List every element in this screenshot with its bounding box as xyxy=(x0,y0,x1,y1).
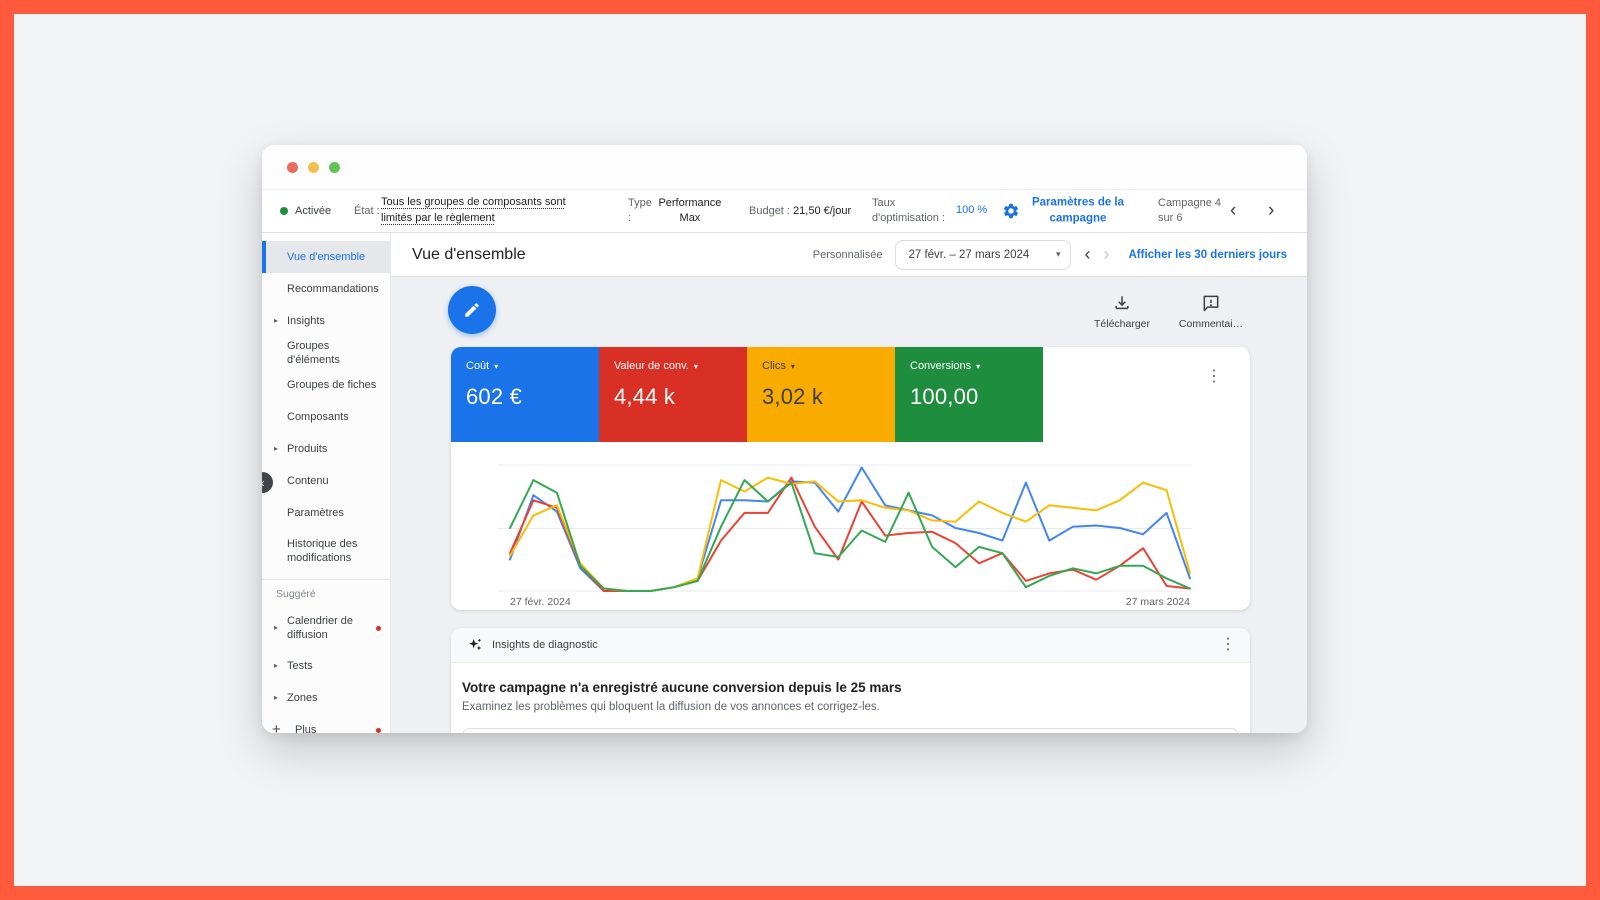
download-button[interactable]: Télécharger xyxy=(1077,293,1167,330)
caret-right-icon: ▸ xyxy=(274,443,279,453)
comment-icon xyxy=(1203,295,1219,312)
sidebar-item-historique[interactable]: Historique des modifications xyxy=(287,537,358,564)
chevron-left-icon: ‹ xyxy=(262,476,265,490)
sidebar-item-insights[interactable]: ▸ Insights xyxy=(274,314,325,327)
insight-title: Votre campagne n'a enregistré aucune con… xyxy=(462,680,902,695)
metric-value: 602 € xyxy=(466,384,523,409)
page-title: Vue d'ensemble xyxy=(412,245,526,263)
main-content: Télécharger Commentai… Coût ▾ 602 € Valeu… xyxy=(391,277,1307,733)
chevron-down-icon: ▾ xyxy=(693,361,698,371)
pencil-icon xyxy=(465,303,479,317)
sidebar-item-produits[interactable]: ▸ Produits xyxy=(274,442,328,455)
etat-value-link[interactable]: Tous les groupes de composants sont limi… xyxy=(381,196,566,224)
metric-card-conversions[interactable]: Conversions ▾ 100,00 xyxy=(895,347,1043,442)
kebab-menu-icon[interactable]: ⋮ xyxy=(1206,368,1222,385)
sidebar-item-zones[interactable]: ▸ Zones xyxy=(274,691,318,704)
page-header: Vue d'ensemble Personnalisée 27 févr. – … xyxy=(391,233,1307,277)
metric-value: 100,00 xyxy=(910,384,979,409)
browser-window: Activée État : Tous les groupes de compo… xyxy=(262,145,1307,733)
gear-icon[interactable] xyxy=(1002,202,1020,220)
metric-card-valeur-conv[interactable]: Valeur de conv. ▾ 4,44 k xyxy=(599,347,747,442)
metric-card-clics[interactable]: Clics ▾ 3,02 k xyxy=(747,347,895,442)
caret-right-icon: ▸ xyxy=(274,622,279,632)
metric-value: 3,02 k xyxy=(762,384,824,409)
optimization-score: Taux d'optimisation : 100 % xyxy=(872,196,987,226)
date-range-selector[interactable]: 27 févr. – 27 mars 2024 ▾ xyxy=(895,239,1072,270)
insights-card-header: Insights de diagnostic ⋮ xyxy=(451,628,1250,663)
optimization-value[interactable]: 100 % xyxy=(956,204,988,217)
chevron-down-icon: ▾ xyxy=(1055,249,1061,259)
chevron-down-icon: ▾ xyxy=(790,361,795,371)
campaign-settings-link[interactable]: Paramètres de la campagne xyxy=(1031,196,1125,224)
sparkle-icon xyxy=(469,639,482,651)
caret-right-icon: ▸ xyxy=(274,660,279,670)
comment-button[interactable]: Commentai… xyxy=(1166,293,1256,330)
campaign-status: Activée xyxy=(280,205,331,217)
sidebar-item-plus[interactable]: + Plus xyxy=(262,714,390,733)
campaign-pager-text: Campagne 4 sur 6 xyxy=(1158,197,1221,224)
previous-date-range-button[interactable]: ‹ xyxy=(1084,244,1091,264)
sidebar-item-recommandations[interactable]: Recommandations xyxy=(287,282,379,295)
download-label: Télécharger xyxy=(1093,318,1151,330)
date-range-value: 27 févr. – 27 mars 2024 xyxy=(908,248,1030,261)
sidebar-item-composants[interactable]: Composants xyxy=(287,410,349,423)
sidebar-item-parametres[interactable]: Paramètres xyxy=(287,506,344,519)
diagnostic-insights-card: Insights de diagnostic ⋮ Votre campagne … xyxy=(451,628,1250,733)
insight-detail-box[interactable] xyxy=(462,728,1239,733)
show-last-30-days-link[interactable]: Afficher les 30 derniers jours xyxy=(1128,248,1287,261)
previous-campaign-button[interactable]: ‹ xyxy=(1230,200,1237,221)
chevron-down-icon: ▾ xyxy=(494,361,499,371)
sidebar-item-contenu[interactable]: Contenu xyxy=(287,474,329,487)
next-date-range-button[interactable]: › xyxy=(1103,244,1110,264)
chevron-down-icon: ▾ xyxy=(976,361,981,371)
date-range-mode-label: Personnalisée xyxy=(812,248,883,261)
type-value: Performance Max xyxy=(658,197,722,224)
performance-line-chart: 27 févr. 2024 27 mars 2024 xyxy=(451,442,1250,610)
notification-dot xyxy=(376,727,381,733)
sidebar-item-tests[interactable]: ▸ Tests xyxy=(274,659,313,672)
overview-chart-card: Coût ▾ 602 € Valeur de conv. ▾ 4,44 k Clic… xyxy=(451,347,1250,610)
svg-text:27 mars 2024: 27 mars 2024 xyxy=(1126,596,1190,608)
collapse-sidebar-button[interactable]: ‹ xyxy=(262,472,273,493)
enabled-status-icon xyxy=(280,207,288,215)
etat-label: État : xyxy=(354,205,380,217)
sidebar-section-suggere: Suggéré xyxy=(276,588,316,600)
type-label: Type : xyxy=(628,197,652,224)
sidebar-item-calendrier-de-diffusion[interactable]: ▸ Calendrier de diffusion xyxy=(262,606,390,650)
insights-header-label: Insights de diagnostic xyxy=(492,639,598,651)
campaign-status-label: Activée xyxy=(295,205,332,217)
comment-label: Commentai… xyxy=(1178,318,1244,330)
download-icon xyxy=(1115,296,1129,310)
caret-right-icon: ▸ xyxy=(274,692,279,702)
budget-value: 21,50 €/jour xyxy=(793,205,852,217)
svg-text:27 févr. 2024: 27 févr. 2024 xyxy=(510,596,571,608)
campaign-type: Type : Performance Max xyxy=(628,196,723,226)
minimize-window-button[interactable] xyxy=(308,162,319,173)
navigation-sidebar: Vue d'ensemble Recommandations ▸ Insights… xyxy=(262,233,391,733)
sidebar-item-groupes-delements[interactable]: Groupes d'éléments xyxy=(287,339,340,366)
notification-dot xyxy=(376,625,381,631)
zoom-window-button[interactable] xyxy=(329,162,340,173)
budget-label: Budget : xyxy=(749,205,790,217)
edit-fab-button[interactable] xyxy=(448,286,496,334)
sidebar-divider xyxy=(262,579,390,580)
optimization-label: Taux d'optimisation : xyxy=(872,197,946,224)
close-window-button[interactable] xyxy=(287,162,298,173)
plus-icon: + xyxy=(272,721,281,733)
metric-card-cout[interactable]: Coût ▾ 602 € xyxy=(451,347,599,442)
window-titlebar xyxy=(262,145,1307,190)
metric-value: 4,44 k xyxy=(614,384,676,409)
sidebar-item-groupes-de-fiches[interactable]: Groupes de fiches xyxy=(287,378,377,391)
campaign-status-bar: Activée État : Tous les groupes de compo… xyxy=(262,190,1307,233)
campaign-budget[interactable]: Budget : 21,50 €/jour xyxy=(749,205,851,217)
insight-subtitle: Examinez les problèmes qui bloquent la d… xyxy=(462,701,880,713)
metric-cards-row: Coût ▾ 602 € Valeur de conv. ▾ 4,44 k Clic… xyxy=(451,347,1250,442)
kebab-menu-icon[interactable]: ⋮ xyxy=(1220,636,1236,653)
next-campaign-button[interactable]: › xyxy=(1268,200,1275,221)
desktop-background: Activée État : Tous les groupes de compo… xyxy=(14,14,1586,886)
sidebar-item-vue-densemble[interactable]: Vue d'ensemble xyxy=(262,241,390,273)
caret-right-icon: ▸ xyxy=(274,315,279,325)
metric-row-spacer: ⋮ xyxy=(1043,347,1250,442)
